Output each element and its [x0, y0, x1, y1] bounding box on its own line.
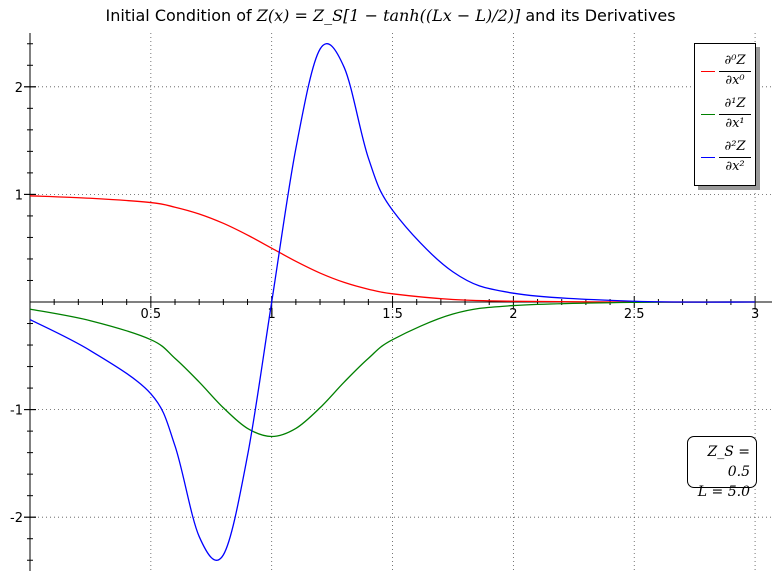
series-lines — [29, 43, 756, 561]
chart-title: Initial Condition of Z(x) = Z_S[1 − tanh… — [0, 6, 781, 25]
param-zs: Z_S = 0.5 — [707, 444, 751, 480]
y-tick-label-3: 2 — [15, 81, 23, 96]
legend-entry-0: ∂⁰Z ∂x⁰ — [701, 52, 757, 92]
legend-den-0: ∂x⁰ — [725, 73, 745, 88]
legend-label-0: ∂⁰Z ∂x⁰ — [719, 52, 751, 90]
legend-swatch-2 — [701, 157, 715, 158]
series-line-1 — [29, 301, 756, 438]
y-tick-label-2: 1 — [15, 188, 23, 203]
legend-label-2: ∂²Z ∂x² — [719, 138, 751, 176]
legend: ∂⁰Z ∂x⁰ ∂¹Z ∂x¹ ∂²Z ∂x² — [694, 43, 756, 186]
param-l: L = 5.0 — [697, 484, 750, 500]
legend-den-2: ∂x² — [725, 159, 745, 174]
parameter-box: Z_S = 0.5 L = 5.0 — [687, 436, 757, 500]
legend-num-2: ∂²Z — [719, 138, 751, 158]
title-suffix: and its Derivatives — [520, 6, 676, 25]
legend-swatch-1 — [701, 114, 715, 115]
series-line-2 — [29, 43, 756, 561]
legend-entry-2: ∂²Z ∂x² — [701, 138, 757, 178]
x-tick-label-5: 3 — [751, 307, 759, 322]
legend-den-1: ∂x¹ — [725, 116, 745, 131]
title-prefix: Initial Condition of — [105, 6, 257, 25]
y-tick-label-0: -2 — [10, 511, 23, 526]
x-tick-label-0: 0.5 — [141, 307, 162, 322]
legend-num-0: ∂⁰Z — [719, 52, 751, 72]
legend-swatch-0 — [701, 71, 715, 72]
legend-num-1: ∂¹Z — [719, 95, 751, 115]
legend-entry-1: ∂¹Z ∂x¹ — [701, 95, 757, 135]
title-formula: Z(x) = Z_S[1 − tanh((Lx − L)/2)] — [256, 6, 521, 25]
x-tick-label-2: 1.5 — [382, 307, 403, 322]
legend-label-1: ∂¹Z ∂x¹ — [719, 95, 751, 133]
x-tick-label-1: 1 — [268, 307, 276, 322]
series-line-0 — [29, 195, 756, 303]
y-tick-label-1: -1 — [10, 404, 23, 419]
x-tick-label-3: 2 — [509, 307, 517, 322]
x-tick-label-4: 2.5 — [624, 307, 645, 322]
